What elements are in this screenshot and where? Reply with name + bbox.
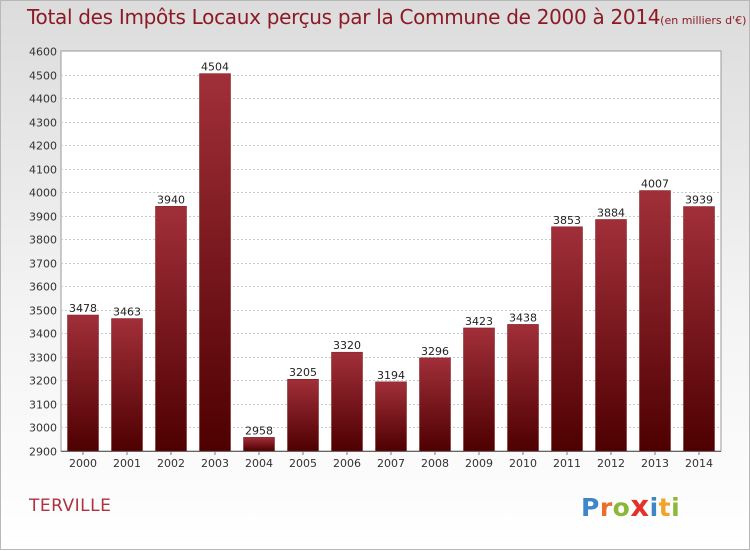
y-tick-label: 4000 <box>29 187 57 200</box>
bar <box>375 381 407 452</box>
proxiti-logo: Proxiti <box>581 489 680 523</box>
y-tick-label: 4500 <box>29 70 57 83</box>
y-tick-label: 3900 <box>29 211 57 224</box>
y-tick-label: 4100 <box>29 164 57 177</box>
x-tick-label: 2010 <box>509 457 537 470</box>
logo-letter: i <box>671 493 681 522</box>
bar <box>419 357 451 452</box>
x-tick-label: 2013 <box>641 457 669 470</box>
x-tick-label: 2009 <box>465 457 493 470</box>
bar <box>243 437 275 452</box>
commune-name: TERVILLE <box>29 496 112 516</box>
y-tick-label: 4400 <box>29 93 57 106</box>
chart-unit: (en milliers d'€) <box>660 14 747 27</box>
y-tick-label: 3400 <box>29 328 57 341</box>
logo-letter: o <box>612 493 631 522</box>
data-label: 3320 <box>333 339 361 352</box>
data-label: 3853 <box>553 214 581 227</box>
bar <box>111 318 143 452</box>
bar <box>551 226 583 452</box>
data-label: 3478 <box>69 302 97 315</box>
y-tick-label: 3100 <box>29 399 57 412</box>
bar <box>155 206 187 452</box>
y-tick-label: 3600 <box>29 281 57 294</box>
data-label: 3423 <box>465 315 493 328</box>
y-tick-label: 4300 <box>29 117 57 130</box>
y-tick-label: 3800 <box>29 234 57 247</box>
y-tick-label: 3200 <box>29 375 57 388</box>
x-tick-label: 2004 <box>245 457 273 470</box>
data-label: 4007 <box>641 178 669 191</box>
x-tick-label: 2000 <box>69 457 97 470</box>
bar <box>331 351 363 452</box>
bar <box>463 327 495 452</box>
y-tick-label: 3000 <box>29 422 57 435</box>
data-label: 3438 <box>509 311 537 324</box>
bar <box>507 324 539 452</box>
x-tick-label: 2008 <box>421 457 449 470</box>
data-label: 3940 <box>157 193 185 206</box>
logo-letter: r <box>599 493 613 522</box>
y-tick-label: 3700 <box>29 258 57 271</box>
bar <box>67 314 99 452</box>
data-label: 2958 <box>245 424 273 437</box>
bar <box>639 190 671 452</box>
data-label: 4504 <box>201 61 229 74</box>
x-tick-label: 2006 <box>333 457 361 470</box>
x-tick-label: 2007 <box>377 457 405 470</box>
x-tick-label: 2012 <box>597 457 625 470</box>
y-tick-label: 4600 <box>29 46 57 59</box>
bar <box>199 73 231 452</box>
x-tick-label: 2003 <box>201 457 229 470</box>
chart-title-text: Total des Impôts Locaux perçus par la Co… <box>27 5 661 29</box>
logo-letter: i <box>649 493 659 522</box>
data-label: 3194 <box>377 369 405 382</box>
bar <box>595 219 627 452</box>
data-label: 3463 <box>113 306 141 319</box>
x-tick-label: 2001 <box>113 457 141 470</box>
data-label: 3296 <box>421 345 449 358</box>
logo-letter: P <box>581 493 600 522</box>
data-label: 3205 <box>289 366 317 379</box>
logo-letter: t <box>658 493 672 522</box>
x-tick-label: 2002 <box>157 457 185 470</box>
chart-title: Total des Impôts Locaux perçus par la Co… <box>27 5 746 29</box>
x-tick-label: 2005 <box>289 457 317 470</box>
bar <box>683 206 715 452</box>
data-label: 3939 <box>685 194 713 207</box>
y-tick-label: 3500 <box>29 305 57 318</box>
bar <box>287 378 319 452</box>
x-tick-label: 2014 <box>685 457 713 470</box>
y-tick-label: 3300 <box>29 352 57 365</box>
logo-letter: x <box>630 489 650 523</box>
y-tick-label: 4200 <box>29 140 57 153</box>
x-tick-label: 2011 <box>553 457 581 470</box>
data-label: 3884 <box>597 206 625 219</box>
y-tick-label: 2900 <box>29 446 57 459</box>
